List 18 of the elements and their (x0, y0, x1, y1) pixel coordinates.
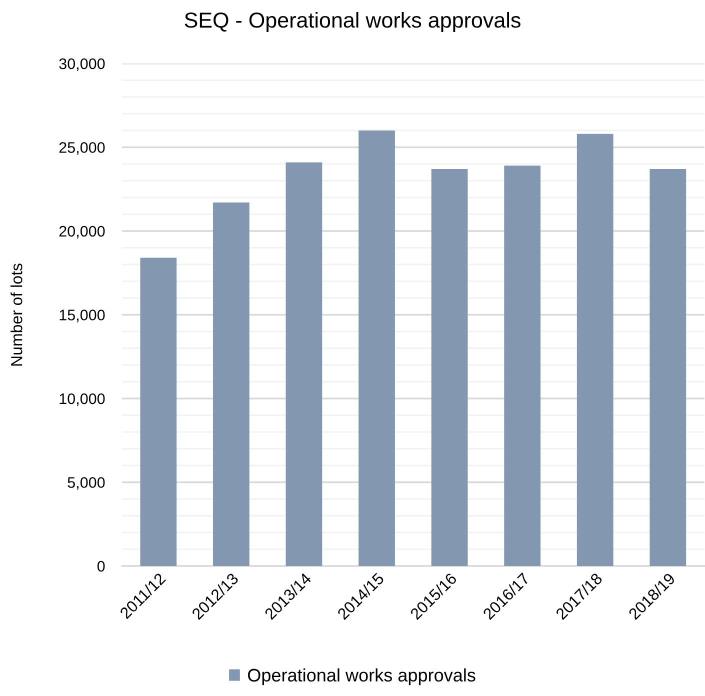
y-tick-label: 20,000 (59, 226, 105, 238)
bar (576, 134, 614, 566)
bar (504, 166, 541, 566)
bar (140, 258, 177, 566)
bar (286, 162, 322, 566)
y-tick-label: 30,000 (59, 58, 105, 71)
chart-title: SEQ - Operational works approvals (184, 12, 520, 32)
bar (212, 202, 250, 566)
y-tick-label: 5,000 (68, 477, 105, 490)
bar (431, 169, 468, 566)
bar (358, 130, 395, 566)
bar (650, 169, 686, 566)
y-tick-label: 25,000 (59, 142, 105, 155)
y-tick-label: 0 (97, 560, 105, 572)
y-axis-title: Number of lots (10, 264, 22, 366)
legend-label: Operational works approvals (248, 668, 476, 686)
y-tick-label: 15,000 (60, 310, 105, 322)
y-tick-label: 10,000 (60, 393, 105, 406)
